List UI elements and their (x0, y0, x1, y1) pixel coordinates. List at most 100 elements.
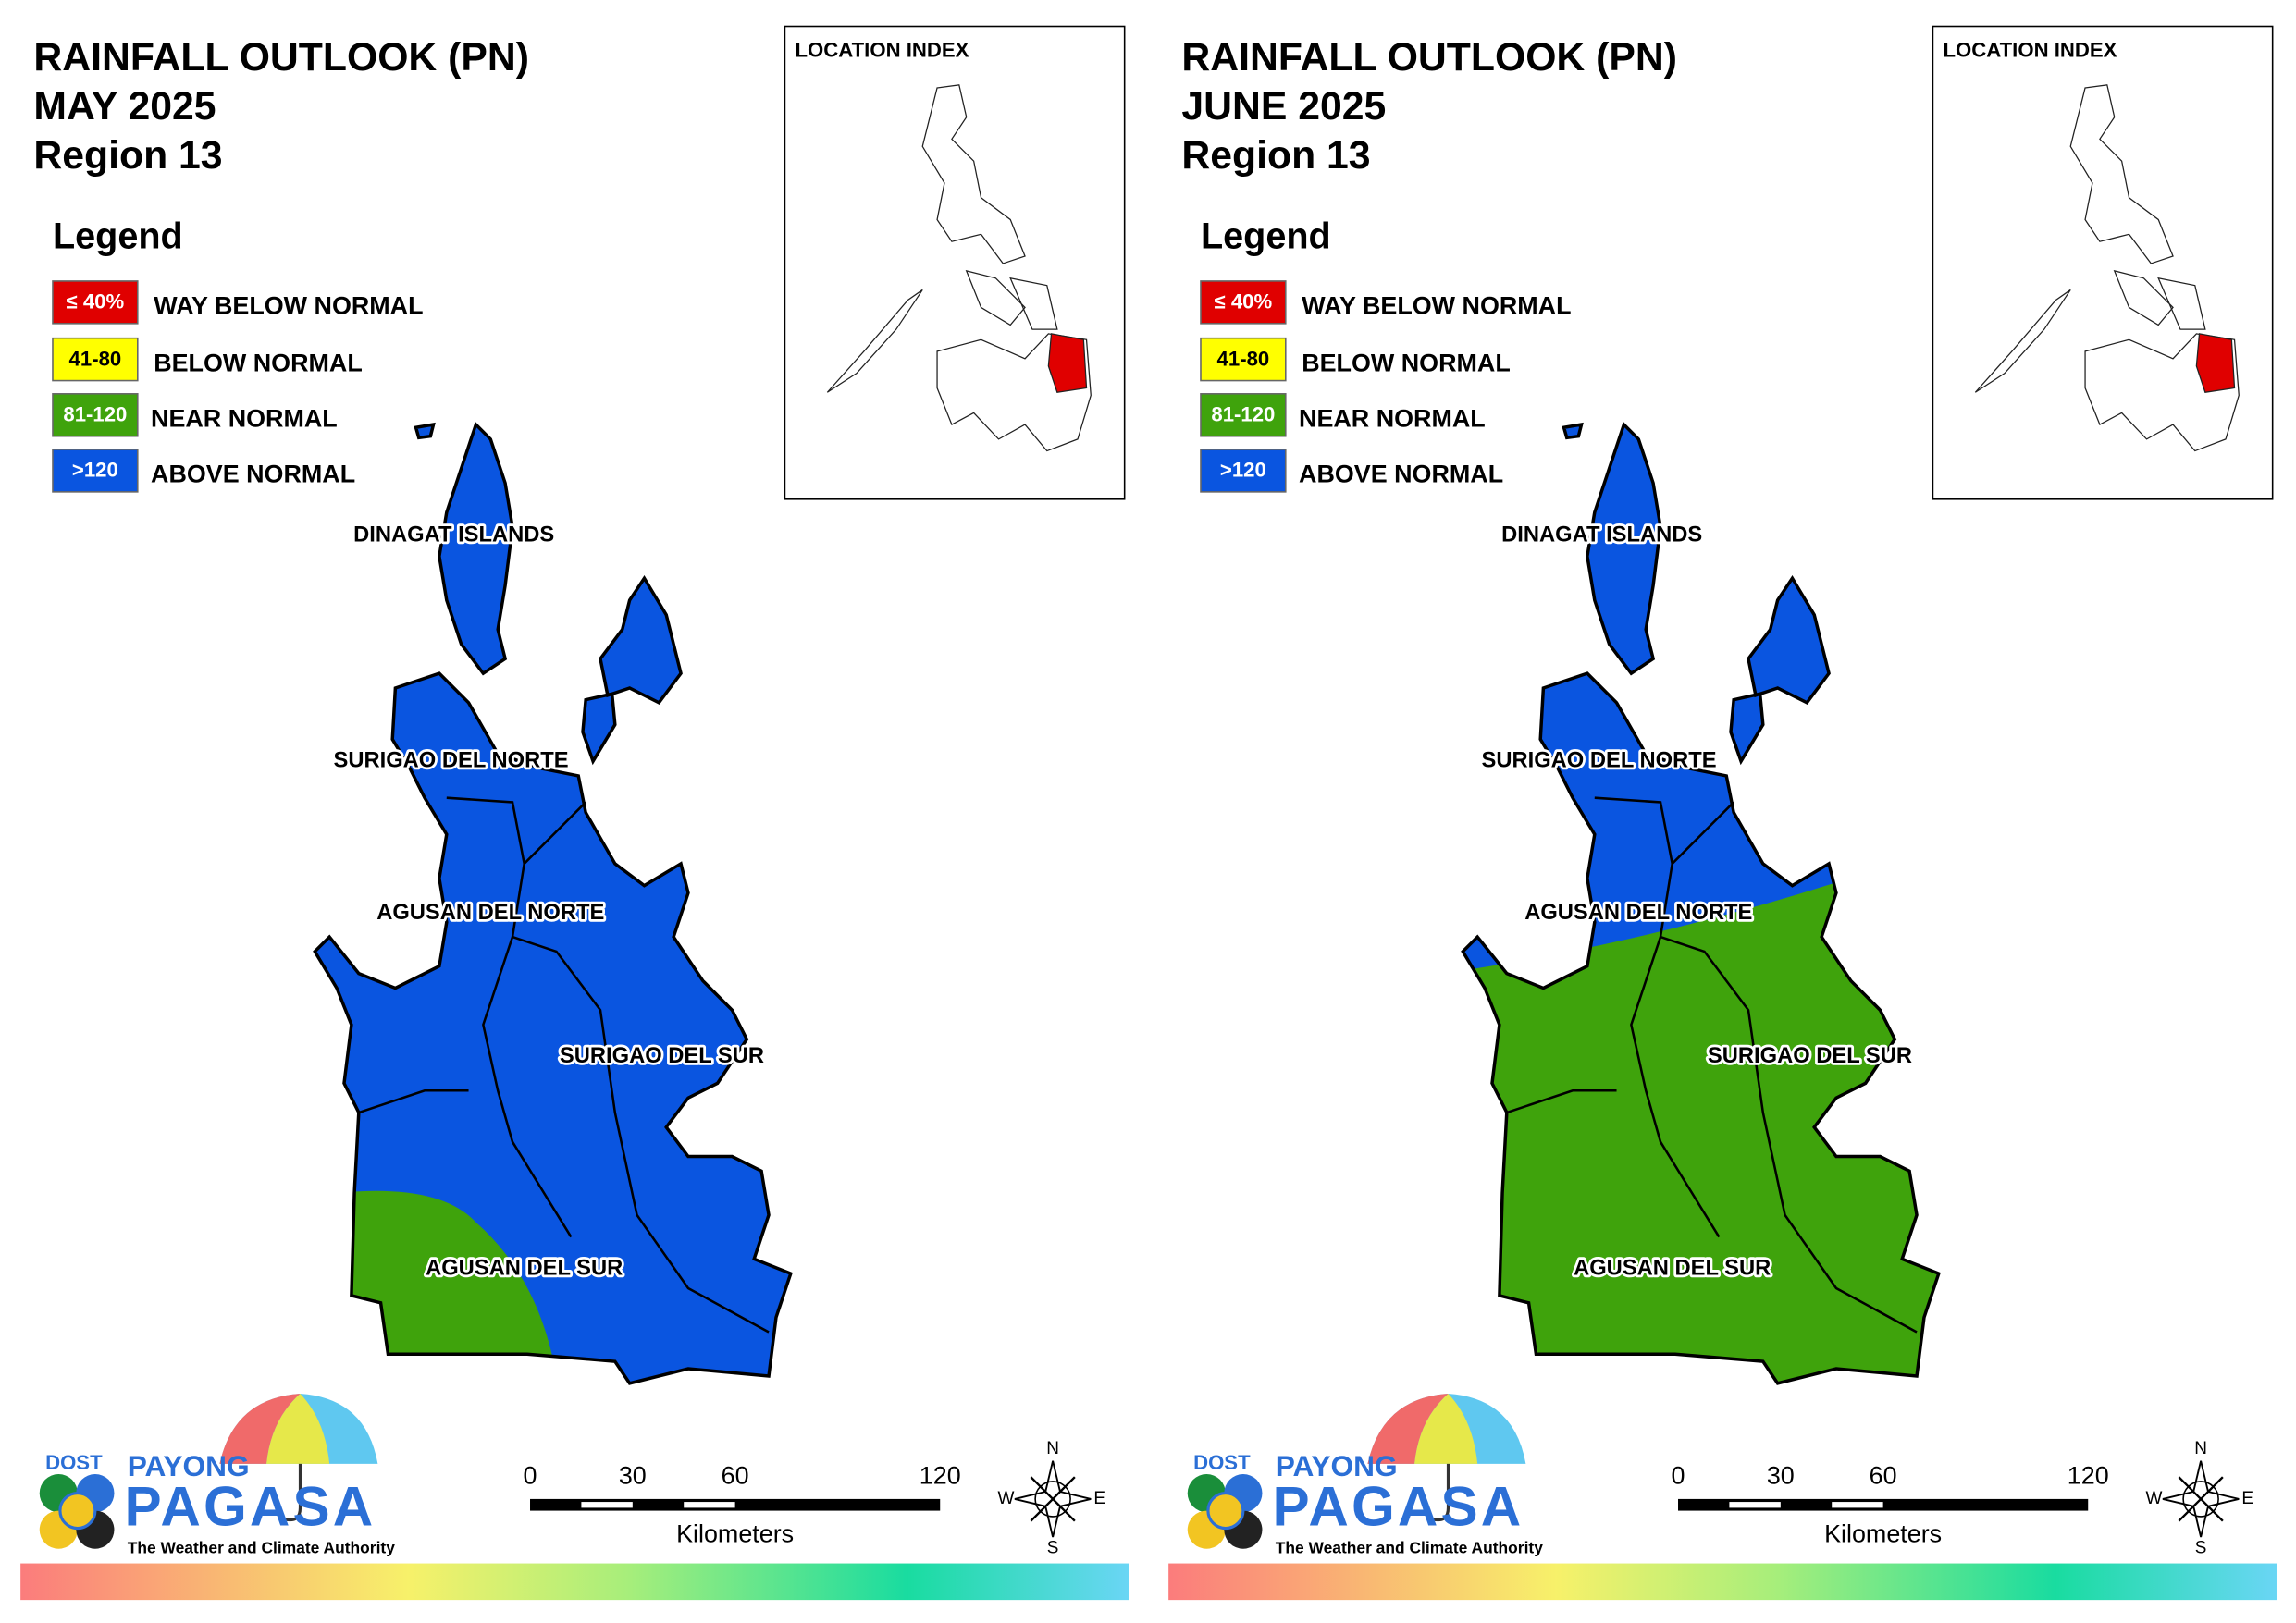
legend-label: NEAR NORMAL (1299, 404, 1486, 432)
legend-symbol: 41-80 (69, 347, 122, 370)
umbrella-left (219, 1393, 301, 1464)
umbrella-handle (1433, 1463, 1450, 1522)
legend-label: BELOW NORMAL (154, 349, 363, 376)
legend-swatch (1200, 393, 1287, 437)
title-line: Region 13 (1181, 133, 1370, 178)
scale-label: 30 (619, 1461, 647, 1489)
legend-swatch (1200, 449, 1287, 493)
province-label: AGUSAN DEL SUR (426, 1257, 623, 1281)
legend-label: BELOW NORMAL (1302, 349, 1511, 376)
title-line: JUNE 2025 (1181, 84, 1386, 129)
legend-label: ABOVE NORMAL (1299, 461, 1503, 488)
province-boundary (523, 801, 587, 865)
umbrella-handle (285, 1463, 302, 1522)
legend-title: Legend (53, 215, 183, 256)
title-line: RAINFALL OUTLOOK (PN) (1181, 35, 1677, 80)
province-label: SURIGAO DEL SUR (560, 1044, 764, 1068)
legend-symbol: 81-120 (1211, 402, 1275, 425)
logo-brand: PAGASA (1273, 1475, 1524, 1537)
region-land (315, 424, 791, 1383)
inset-map (1974, 84, 2240, 452)
province-label: SURIGAO DEL NORTE (1481, 748, 1716, 772)
logo-seal (1206, 1491, 1245, 1531)
compass-ring (2182, 1481, 2219, 1518)
scale-unit: Kilometers (1824, 1520, 1942, 1548)
compass-rose-diag (2178, 1476, 2224, 1522)
umbrella-mid (1414, 1393, 1478, 1464)
legend-label: WAY BELOW NORMAL (1302, 292, 1571, 320)
compass-letter: S (2195, 1539, 2207, 1558)
province-boundary (1660, 935, 1918, 1334)
umbrella-mid (266, 1393, 330, 1464)
region-outline (313, 421, 793, 1385)
scale-label: 60 (722, 1461, 749, 1489)
province-label: AGUSAN DEL SUR (1574, 1257, 1771, 1281)
province-boundary (1671, 801, 1735, 865)
compass-letter: W (2145, 1489, 2162, 1508)
logo-tagline: The Weather and Climate Authority (1276, 1538, 1543, 1556)
scale-label: 0 (1672, 1461, 1685, 1489)
legend-swatch (52, 337, 139, 382)
scale-label: 120 (920, 1461, 961, 1489)
legend-label: ABOVE NORMAL (151, 461, 355, 488)
inset-title: LOCATION INDEX (1944, 38, 2117, 61)
logo-seal (58, 1491, 97, 1531)
compass-letter: W (997, 1489, 1014, 1508)
color-band (20, 1563, 1129, 1601)
scale-label: 120 (2068, 1461, 2109, 1489)
province-boundary (1506, 1089, 1617, 1114)
inset-highlight (1047, 333, 1088, 393)
province-label: SURIGAO DEL NORTE (333, 748, 568, 772)
compass-ring (1034, 1481, 1071, 1518)
province-boundary (512, 935, 770, 1334)
inset-highlight (2195, 333, 2236, 393)
region-outline (1461, 421, 1941, 1385)
title-line: MAY 2025 (33, 84, 216, 129)
legend-swatch (1200, 280, 1287, 325)
logo-tagline: The Weather and Climate Authority (128, 1538, 395, 1556)
legend-swatch (52, 280, 139, 325)
compass-letter: N (2194, 1439, 2207, 1458)
compass-letter: E (2241, 1489, 2253, 1508)
scale-label: 30 (1767, 1461, 1795, 1489)
logo-brand-top: PAYONG (128, 1449, 250, 1482)
logo-agency: DOST (45, 1451, 103, 1474)
scale-unit: Kilometers (676, 1520, 794, 1548)
logo-agency: DOST (1193, 1451, 1251, 1474)
province-label: DINAGAT ISLANDS (353, 523, 554, 547)
compass-letter: N (1046, 1439, 1059, 1458)
color-band (1168, 1563, 2277, 1601)
inset-map (826, 84, 1092, 452)
legend-title: Legend (1201, 215, 1331, 256)
legend-symbol: ≤ 40% (1215, 290, 1273, 314)
scale-segment (684, 1502, 735, 1508)
title-line: RAINFALL OUTLOOK (PN) (33, 35, 529, 80)
legend-swatch (52, 449, 139, 493)
province-label: AGUSAN DEL NORTE (1524, 901, 1752, 925)
inset-title: LOCATION INDEX (796, 38, 969, 61)
scale-label: 60 (1870, 1461, 1897, 1489)
province-boundary (358, 1089, 469, 1114)
legend-symbol: ≤ 40% (67, 290, 125, 314)
legend-swatch (52, 393, 139, 437)
legend-symbol: 41-80 (1217, 347, 1270, 370)
scale-segment (1729, 1502, 1781, 1508)
region-overlay (337, 1190, 554, 1370)
province-label: DINAGAT ISLANDS (1501, 523, 1702, 547)
legend-symbol: 81-120 (63, 402, 127, 425)
compass-letter: E (1093, 1489, 1105, 1508)
logo-brand-top: PAYONG (1276, 1449, 1398, 1482)
province-label: SURIGAO DEL SUR (1708, 1044, 1912, 1068)
province-boundary (446, 796, 573, 1238)
logo-brand: PAGASA (125, 1475, 376, 1537)
umbrella-left (1367, 1393, 1449, 1464)
province-boundary (1594, 796, 1721, 1238)
legend-label: NEAR NORMAL (151, 404, 338, 432)
scale-label: 0 (524, 1461, 537, 1489)
legend-swatch (1200, 337, 1287, 382)
compass-rose-diag (1030, 1476, 1076, 1522)
